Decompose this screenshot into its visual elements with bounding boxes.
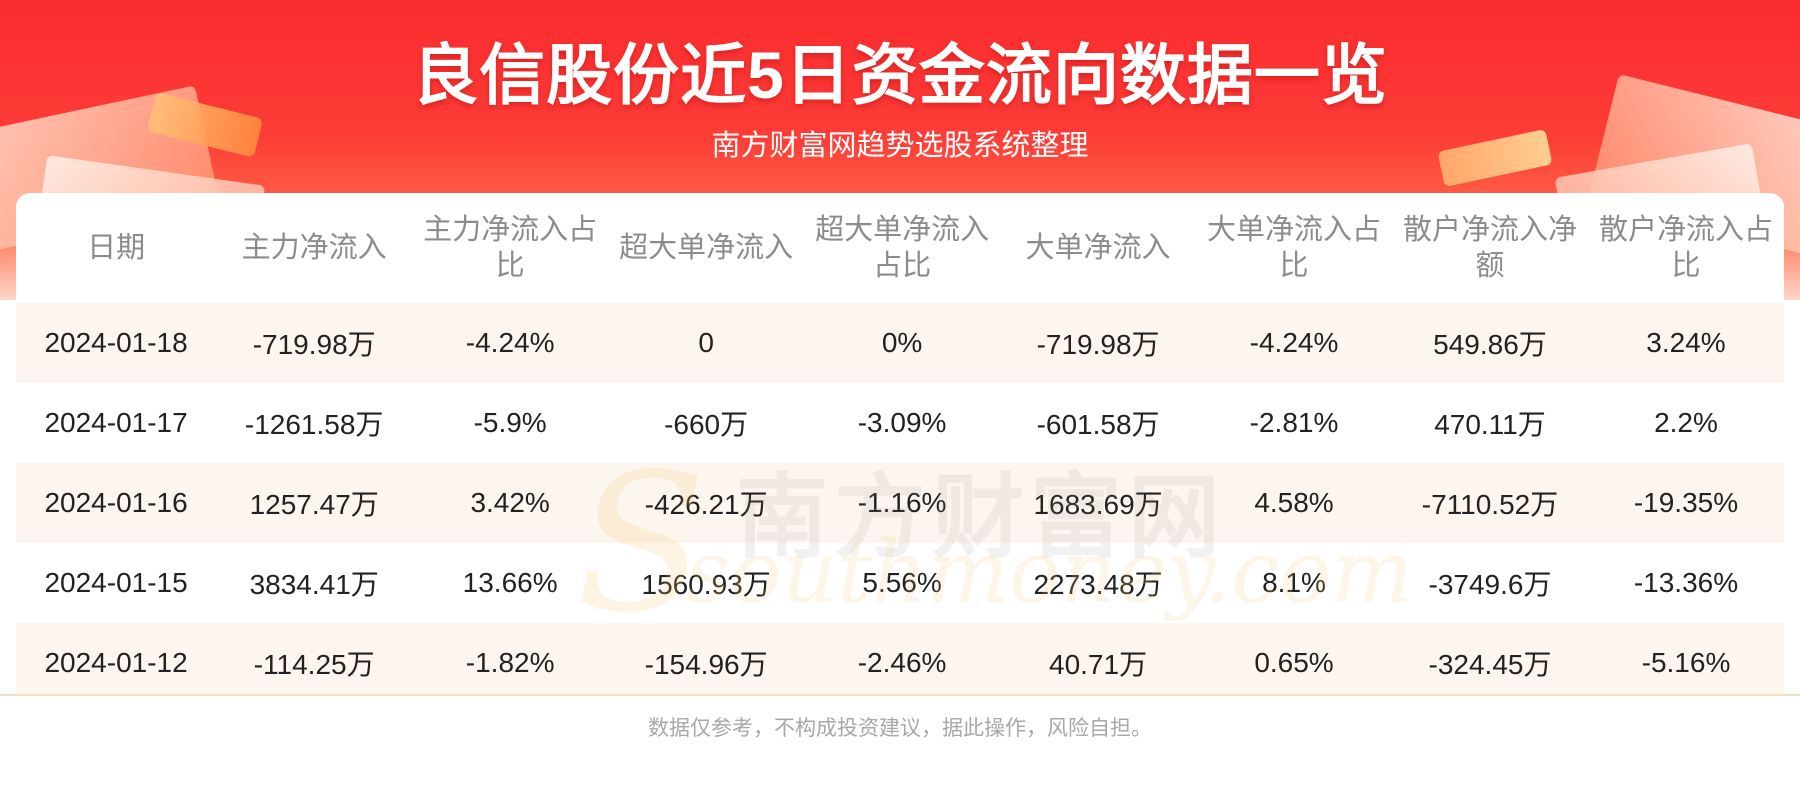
table-cell: 1683.69万 xyxy=(1000,463,1197,543)
table-cell: -154.96万 xyxy=(608,623,805,695)
table-cell: -3749.6万 xyxy=(1392,543,1588,623)
column-header-main-ratio: 主力净流入占比 xyxy=(423,214,598,282)
table-cell: 549.86万 xyxy=(1392,303,1588,383)
table-cell: -660万 xyxy=(608,383,805,463)
table-cell: 3.42% xyxy=(412,463,609,543)
column-header-main-inflow: 主力净流入 xyxy=(241,232,387,264)
table-cell: -4.24% xyxy=(1196,303,1392,383)
column-header-date: 日期 xyxy=(87,232,146,264)
table-row: 2024-01-18 -719.98万 -4.24% 0 0% -719.98万… xyxy=(16,303,1784,383)
table-cell: 1560.93万 xyxy=(608,543,805,623)
disclaimer-text: 数据仅参考，不构成投资建议，据此操作，风险自担。 xyxy=(648,717,1152,740)
table-cell: 470.11万 xyxy=(1392,383,1588,463)
footer-divider xyxy=(0,694,1800,696)
table-cell: -719.98万 xyxy=(216,303,413,383)
table-cell: 0.65% xyxy=(1196,623,1392,695)
table-cell: -719.98万 xyxy=(1000,303,1197,383)
table-cell: -1261.58万 xyxy=(216,383,413,463)
table-cell: -7110.52万 xyxy=(1392,463,1588,543)
table-cell: 2024-01-16 xyxy=(16,463,217,543)
table-cell: 0% xyxy=(804,303,1001,383)
column-header-xl-ratio: 超大单净流入占比 xyxy=(815,214,990,282)
table-cell: 4.58% xyxy=(1196,463,1392,543)
table-cell: -19.35% xyxy=(1587,463,1784,543)
table-row: 2024-01-15 3834.41万 13.66% 1560.93万 5.56… xyxy=(16,543,1784,623)
table-cell: 0 xyxy=(608,303,805,383)
table-cell: -5.16% xyxy=(1587,623,1784,695)
table-cell: 2024-01-18 xyxy=(16,303,217,383)
data-card: 日期 主力净流入 主力净流入占比 超大单净流入 超大单净流入占比 大单净流入 大… xyxy=(16,193,1784,695)
column-header-large-inflow: 大单净流入 xyxy=(1025,232,1171,264)
table-row: 2024-01-17 -1261.58万 -5.9% -660万 -3.09% … xyxy=(16,383,1784,463)
table-cell: 13.66% xyxy=(412,543,609,623)
table-cell: 2024-01-12 xyxy=(16,623,217,695)
table-cell: -324.45万 xyxy=(1392,623,1588,695)
table-cell: -3.09% xyxy=(804,383,1001,463)
table-cell: 40.71万 xyxy=(1000,623,1197,695)
table-cell: -5.9% xyxy=(412,383,609,463)
column-header-retail-ratio: 散户净流入占比 xyxy=(1598,214,1773,282)
table-cell: 1257.47万 xyxy=(216,463,413,543)
table-cell: -13.36% xyxy=(1587,543,1784,623)
page-title: 良信股份近5日资金流向数据一览 xyxy=(412,38,1388,112)
table-cell: 2024-01-15 xyxy=(16,543,217,623)
table-cell: -1.16% xyxy=(804,463,1001,543)
column-header-large-ratio: 大单净流入占比 xyxy=(1207,214,1382,282)
table-header-row: 日期 主力净流入 主力净流入占比 超大单净流入 超大单净流入占比 大单净流入 大… xyxy=(16,193,1784,303)
table-cell: -4.24% xyxy=(412,303,609,383)
table-cell: -2.46% xyxy=(804,623,1001,695)
table-cell: 3834.41万 xyxy=(216,543,413,623)
table-cell: 2273.48万 xyxy=(1000,543,1197,623)
column-header-xl-inflow: 超大单净流入 xyxy=(619,232,794,264)
table-cell: -1.82% xyxy=(412,623,609,695)
column-header-retail-inflow: 散户净流入净额 xyxy=(1402,214,1577,282)
table-cell: 8.1% xyxy=(1196,543,1392,623)
table-row: 2024-01-12 -114.25万 -1.82% -154.96万 -2.4… xyxy=(16,623,1784,695)
table-cell: -2.81% xyxy=(1196,383,1392,463)
table-cell: -601.58万 xyxy=(1000,383,1197,463)
table-cell: 2024-01-17 xyxy=(16,383,217,463)
page-subtitle: 南方财富网趋势选股系统整理 xyxy=(711,130,1089,162)
table-cell: -426.21万 xyxy=(608,463,805,543)
table-cell: 5.56% xyxy=(804,543,1001,623)
table-cell: -114.25万 xyxy=(216,623,413,695)
fund-flow-table: 日期 主力净流入 主力净流入占比 超大单净流入 超大单净流入占比 大单净流入 大… xyxy=(16,193,1784,695)
table-cell: 3.24% xyxy=(1587,303,1784,383)
table-row: 2024-01-16 1257.47万 3.42% -426.21万 -1.16… xyxy=(16,463,1784,543)
table-cell: 2.2% xyxy=(1587,383,1784,463)
